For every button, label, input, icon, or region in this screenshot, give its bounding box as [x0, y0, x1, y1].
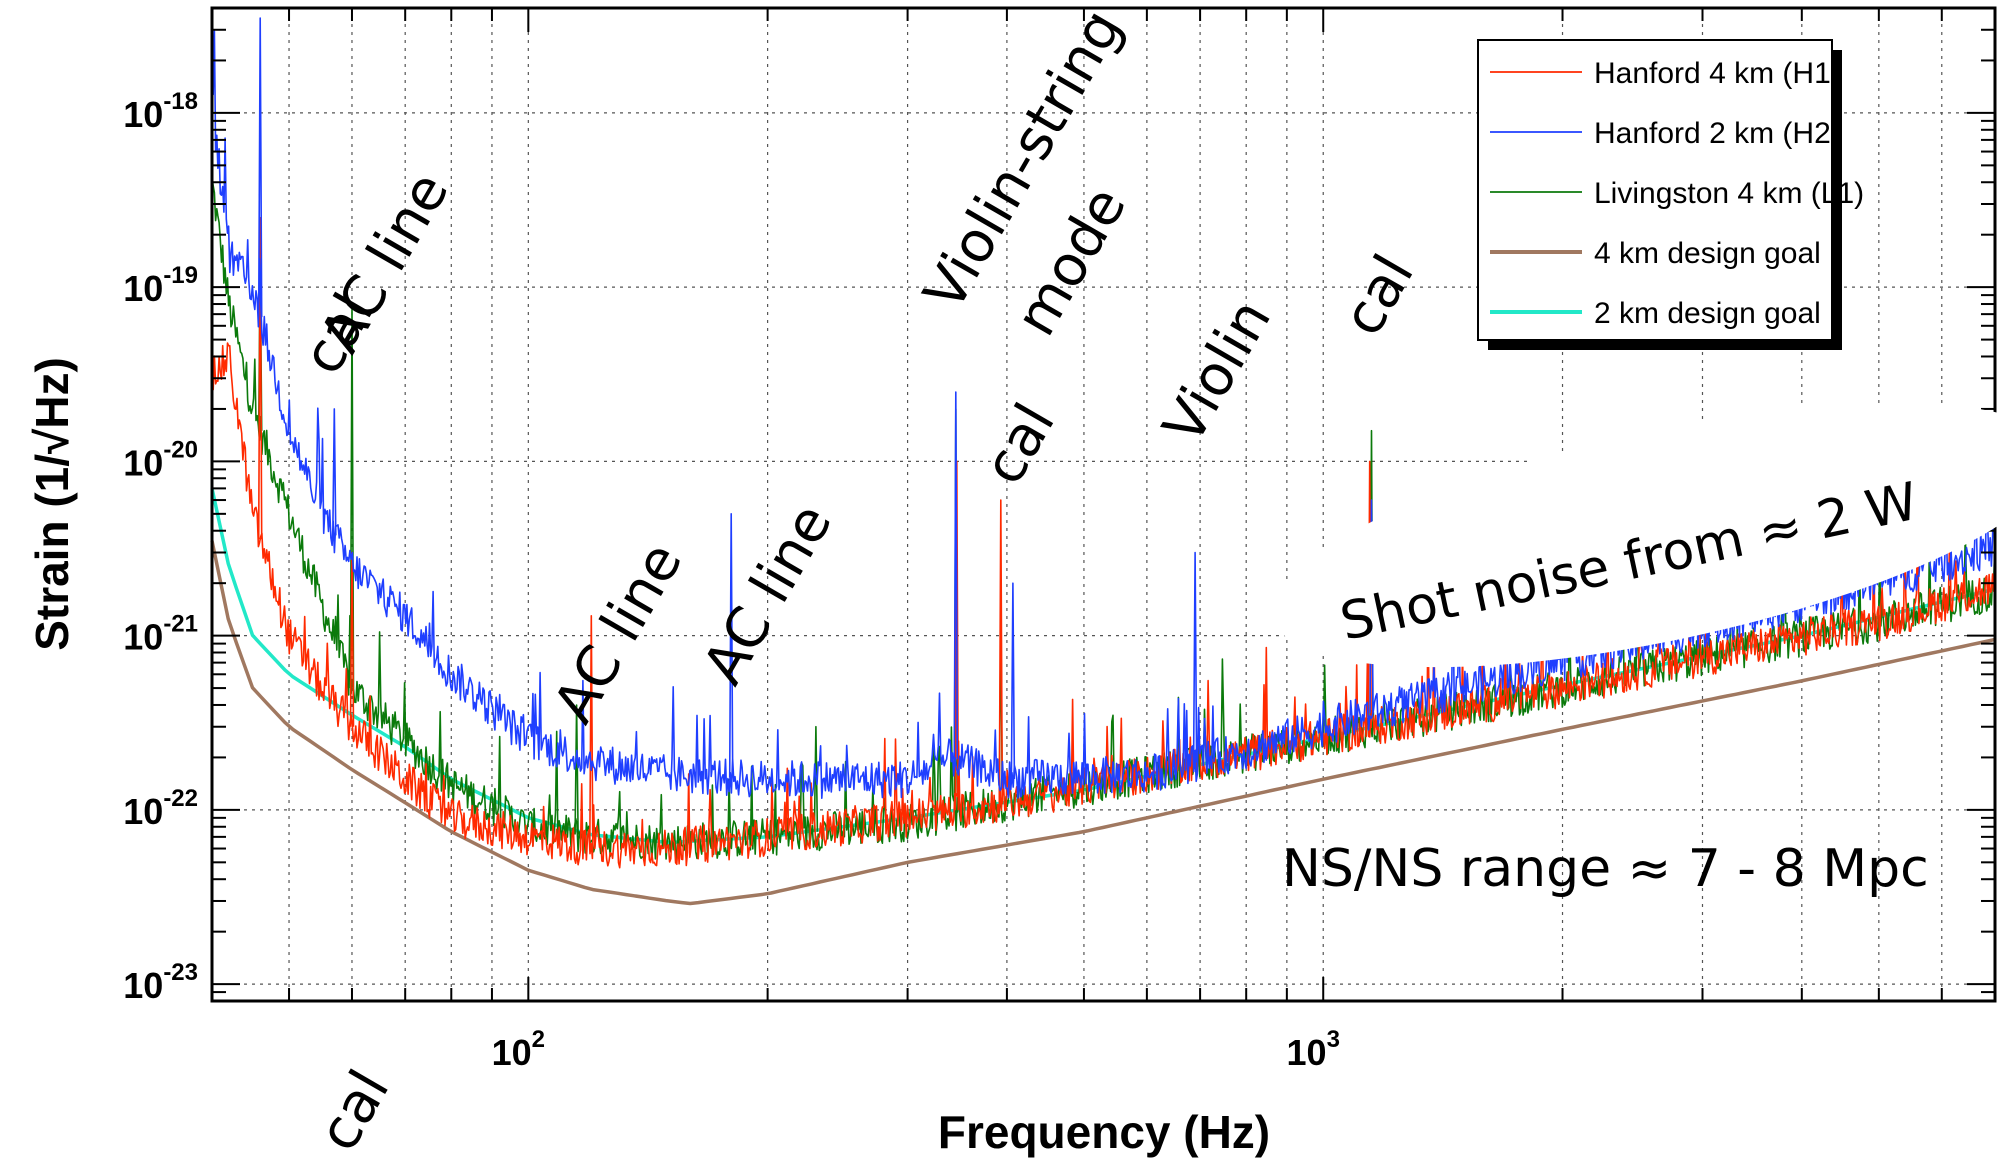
tick-layer: [211, 7, 1996, 1002]
x-tick-label: 103: [1287, 1026, 1340, 1073]
series-line: [210, 540, 1996, 906]
y-tick-label: 10-18: [123, 88, 198, 135]
legend-entry: Livingston 4 km (L1): [1594, 177, 1864, 210]
label-layer: 102 103 10-23 10-22 10-21 10-20 10-19 10-18: [123, 88, 1340, 1073]
annotation-label: cal: [971, 393, 1068, 495]
series-layer: [210, 17, 1996, 906]
annotation-label: NS/NS range ≈ 7 - 8 Mpc: [1282, 839, 1929, 899]
x-tick-label: 102: [492, 1026, 545, 1073]
legend-box: [1477, 39, 1833, 341]
shot-noise-backdrop: [1273, 402, 2001, 668]
y-tick-label: 10-20: [123, 436, 198, 483]
y-tick-label: 10-23: [123, 959, 198, 1006]
annotation-label: cal: [306, 1060, 403, 1162]
legend-entry: Hanford 4 km (H1): [1594, 57, 1841, 90]
legend-entry: Hanford 2 km (H2): [1594, 117, 1841, 150]
annotation-label: AC line: [308, 162, 462, 364]
x-axis-title: Frequency (Hz): [938, 1106, 1270, 1158]
y-axis-title: Strain (1/√Hz): [26, 357, 78, 651]
y-tick-label: 10-19: [123, 262, 198, 309]
legend: Hanford 4 km (H1) Hanford 2 km (H2) Living…: [1477, 39, 1864, 350]
annotation-label: Violin: [1151, 289, 1284, 454]
annotation-label: cal: [1330, 244, 1427, 346]
y-tick-label: 10-21: [123, 611, 198, 658]
y-tick-label: 10-22: [123, 785, 198, 832]
legend-entry: 4 km design goal: [1594, 237, 1821, 270]
legend-entry: 2 km design goal: [1594, 297, 1821, 330]
